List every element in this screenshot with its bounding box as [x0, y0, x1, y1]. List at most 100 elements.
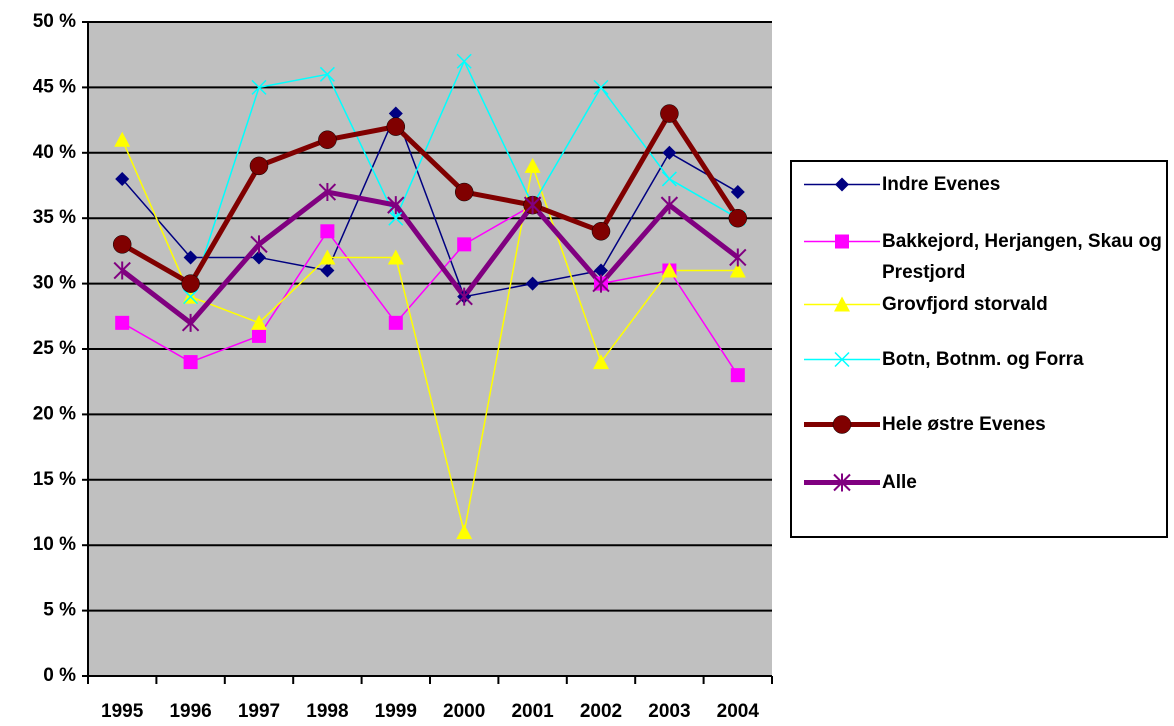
marker	[832, 415, 852, 434]
legend-entry: Grovfjord storvald	[802, 289, 1162, 320]
series-line	[121, 112, 739, 298]
y-tick-label: 0 %	[43, 665, 76, 686]
marker	[454, 182, 474, 202]
y-tick-label: 10 %	[33, 534, 76, 555]
marker	[660, 196, 679, 215]
legend-label: Bakkejord, Herjangen, Skau og Prestjord	[882, 231, 1162, 283]
series-line	[121, 204, 739, 376]
marker	[457, 237, 472, 252]
marker	[183, 250, 198, 265]
marker	[592, 274, 610, 293]
marker	[591, 222, 611, 241]
legend-label: Hele østre Evenes	[882, 414, 1046, 435]
marker	[524, 157, 541, 173]
marker	[834, 351, 850, 368]
marker	[318, 130, 337, 149]
marker	[115, 315, 130, 330]
y-tick-label: 35 %	[33, 207, 76, 228]
marker	[455, 287, 473, 306]
y-tick-label: 45 %	[33, 76, 76, 97]
marker	[728, 208, 748, 228]
marker	[660, 104, 679, 123]
legend-swatch	[804, 177, 880, 192]
x-tick-label: 1996	[169, 701, 211, 722]
y-tick-label: 25 %	[33, 338, 76, 359]
series-line	[120, 189, 740, 326]
legend-entry: Bakkejord, Herjangen, Skau og Prestjord	[802, 226, 1162, 288]
marker	[594, 263, 608, 278]
marker	[183, 355, 198, 370]
marker	[251, 314, 267, 330]
legend-swatch	[804, 351, 880, 368]
marker	[181, 274, 200, 293]
marker	[319, 66, 335, 82]
legend-entry: Botn, Botnm. og Forra	[802, 344, 1162, 375]
marker	[729, 248, 747, 267]
marker	[661, 171, 677, 187]
marker	[115, 171, 130, 186]
marker	[249, 156, 269, 176]
marker	[661, 262, 678, 278]
legend-swatch	[804, 415, 880, 434]
marker	[456, 524, 473, 540]
legend-entry: Indre Evenes	[802, 169, 1162, 200]
x-tick-label: 1995	[101, 701, 144, 722]
marker	[388, 210, 404, 226]
marker	[835, 234, 849, 249]
marker	[112, 235, 132, 254]
marker	[388, 315, 403, 330]
y-tick-label: 50 %	[33, 11, 76, 32]
x-tick-label: 2001	[511, 701, 554, 722]
marker	[525, 276, 540, 291]
y-tick-label: 5 %	[43, 600, 76, 621]
marker	[456, 53, 472, 69]
marker	[388, 106, 403, 121]
marker	[114, 131, 131, 147]
series-line	[120, 111, 740, 287]
marker	[593, 354, 609, 370]
x-tick-label: 1999	[375, 701, 417, 722]
x-tick-label: 2002	[580, 701, 622, 722]
legend-swatch	[804, 296, 880, 312]
legend-swatch	[804, 234, 880, 249]
marker	[834, 296, 850, 312]
y-tick-label: 15 %	[33, 469, 76, 490]
y-tick-label: 20 %	[33, 403, 76, 424]
marker	[386, 117, 406, 136]
legend: Indre Evenes Bakkejord, Herjangen, Skau o…	[790, 160, 1168, 538]
legend-label: Botn, Botnm. og Forra	[882, 349, 1084, 370]
marker	[730, 368, 745, 383]
x-tick-label: 2003	[648, 701, 690, 722]
marker	[181, 313, 200, 332]
x-tick-label: 2000	[443, 701, 485, 722]
marker	[251, 79, 267, 95]
x-tick-label: 2004	[717, 701, 760, 722]
marker	[387, 196, 405, 215]
marker	[729, 262, 746, 278]
marker	[387, 249, 404, 265]
marker	[523, 196, 542, 215]
x-tick-label: 1997	[238, 701, 280, 722]
marker	[320, 224, 335, 239]
legend-label: Alle	[882, 472, 917, 493]
legend-entry: Alle	[802, 467, 1162, 498]
marker	[593, 79, 609, 95]
marker	[319, 249, 336, 265]
marker	[833, 473, 851, 492]
marker	[835, 177, 849, 192]
marker	[113, 261, 131, 280]
marker	[662, 145, 677, 160]
legend-entry: Hele østre Evenes	[802, 409, 1162, 440]
legend-label: Indre Evenes	[882, 174, 1001, 195]
y-tick-label: 30 %	[33, 273, 76, 294]
chart: 0 % 5 % 10 % 15 % 20 % 25 % 30 % 35 % 40 % 45 % 50…	[33, 11, 773, 722]
marker	[318, 183, 337, 202]
x-tick-label: 1998	[306, 701, 348, 722]
marker	[250, 235, 268, 254]
legend-label: Grovfjord storvald	[882, 294, 1048, 315]
y-tick-label: 40 %	[33, 142, 76, 163]
marker	[252, 250, 266, 265]
series-line	[121, 139, 738, 533]
marker	[730, 185, 745, 200]
